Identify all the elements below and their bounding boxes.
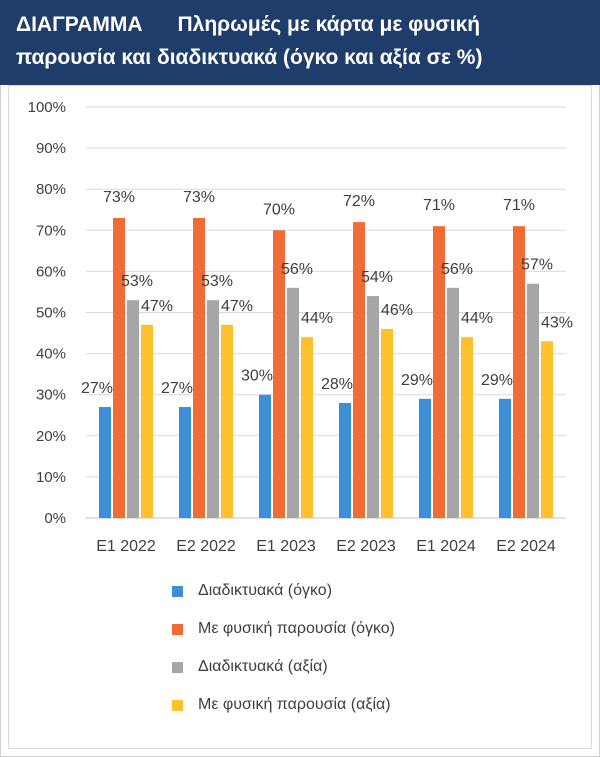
bar bbox=[301, 337, 313, 518]
data-label: 46% bbox=[381, 302, 413, 319]
data-label: 30% bbox=[241, 368, 273, 385]
data-label: 56% bbox=[281, 261, 313, 278]
legend-swatch bbox=[172, 700, 183, 711]
data-label: 28% bbox=[321, 376, 353, 393]
bar bbox=[273, 230, 285, 519]
bar bbox=[381, 328, 393, 518]
y-tick-label: 40% bbox=[36, 346, 66, 363]
bar bbox=[179, 407, 191, 518]
bar bbox=[141, 324, 153, 518]
y-tick-label: 90% bbox=[36, 140, 66, 157]
bar bbox=[461, 337, 473, 518]
bar bbox=[193, 217, 205, 518]
x-tick-label: E2 2024 bbox=[496, 538, 556, 555]
y-tick-label: 20% bbox=[36, 428, 66, 445]
bar bbox=[433, 226, 445, 518]
x-tick-label: E1 2022 bbox=[96, 538, 156, 555]
bar bbox=[221, 324, 233, 518]
y-tick-label: 80% bbox=[36, 181, 66, 198]
x-tick-label: E2 2023 bbox=[336, 538, 396, 555]
bar bbox=[287, 287, 299, 518]
data-label: 53% bbox=[121, 273, 153, 290]
data-label: 72% bbox=[343, 193, 375, 210]
legend-swatch bbox=[172, 624, 183, 635]
data-label: 54% bbox=[361, 269, 393, 286]
data-label: 70% bbox=[263, 201, 295, 218]
bar bbox=[447, 287, 459, 518]
y-tick-label: 30% bbox=[36, 387, 66, 404]
bar bbox=[367, 296, 379, 518]
bar bbox=[127, 300, 139, 518]
y-tick-label: 60% bbox=[36, 263, 66, 280]
data-label: 53% bbox=[201, 273, 233, 290]
legend-swatch bbox=[172, 662, 183, 673]
data-label: 47% bbox=[141, 298, 173, 315]
data-label: 44% bbox=[301, 310, 333, 327]
y-tick-label: 70% bbox=[36, 222, 66, 239]
y-tick-label: 0% bbox=[44, 510, 66, 527]
y-tick-label: 50% bbox=[36, 305, 66, 322]
y-tick-label: 100% bbox=[28, 99, 66, 116]
data-label: 27% bbox=[81, 380, 113, 397]
bar bbox=[99, 407, 111, 518]
data-label: 29% bbox=[401, 372, 433, 389]
data-label: 57% bbox=[521, 257, 553, 274]
header-title-line-1: ΔΙΑΓΡΑΜΜΑ Πληρωμές με κάρτα με φυσική bbox=[16, 13, 481, 36]
legend-label: Διαδικτυακά (όγκο) bbox=[198, 582, 333, 599]
header-title-line-2: παρουσία και διαδικτυακά (όγκο και αξία … bbox=[16, 46, 483, 69]
data-label: 73% bbox=[183, 189, 215, 206]
chart-header: ΔΙΑΓΡΑΜΜΑ Πληρωμές με κάρτα με φυσική πα… bbox=[0, 0, 600, 85]
x-tick-label: E1 2024 bbox=[416, 538, 476, 555]
bar bbox=[207, 300, 219, 518]
data-label: 44% bbox=[461, 310, 493, 327]
bar bbox=[113, 217, 125, 518]
x-tick-label: E2 2022 bbox=[176, 538, 236, 555]
legend-label: Με φυσική παρουσία (όγκο) bbox=[198, 620, 395, 637]
bar bbox=[353, 222, 365, 518]
bar bbox=[259, 394, 271, 518]
data-label: 56% bbox=[441, 261, 473, 278]
data-label: 29% bbox=[481, 372, 513, 389]
data-label: 27% bbox=[161, 380, 193, 397]
data-label: 71% bbox=[503, 197, 535, 214]
legend-label: Με φυσική παρουσία (αξία) bbox=[198, 696, 391, 713]
legend-swatch bbox=[172, 586, 183, 597]
legend-label: Διαδικτυακά (αξία) bbox=[198, 658, 328, 675]
bar bbox=[513, 226, 525, 518]
data-label: 71% bbox=[423, 197, 455, 214]
bar bbox=[419, 398, 431, 518]
bar bbox=[339, 402, 351, 518]
x-tick-label: E1 2023 bbox=[256, 538, 316, 555]
data-label: 47% bbox=[221, 298, 253, 315]
bar bbox=[527, 283, 539, 518]
data-label: 73% bbox=[103, 189, 135, 206]
bar bbox=[541, 341, 553, 518]
data-label: 43% bbox=[541, 314, 573, 331]
y-tick-label: 10% bbox=[36, 469, 66, 486]
bar bbox=[499, 398, 511, 518]
